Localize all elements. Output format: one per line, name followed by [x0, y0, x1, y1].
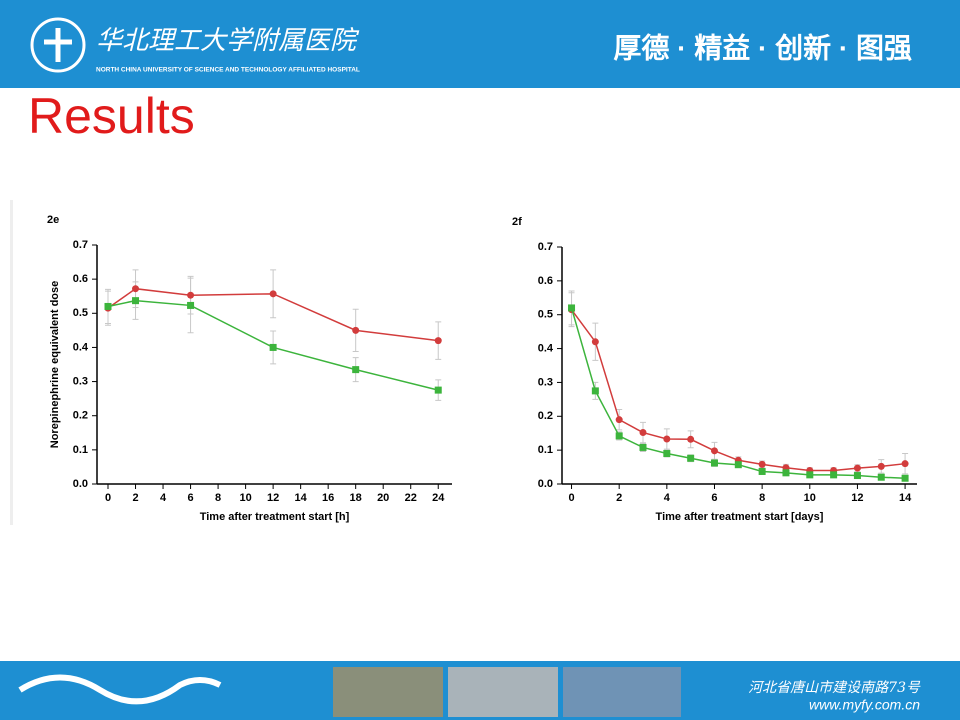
y-tick-label: 0.1	[73, 444, 88, 456]
marker	[187, 291, 195, 299]
y-tick-label: 0.4	[73, 341, 89, 353]
marker	[132, 297, 140, 305]
x-tick-label: 20	[377, 492, 389, 504]
x-tick-label: 10	[804, 492, 816, 504]
y-tick-label: 0.1	[538, 444, 553, 456]
y-tick-label: 0.2	[538, 410, 553, 422]
y-tick-label: 0.5	[73, 307, 88, 319]
marker	[104, 302, 112, 310]
chart-label: 2e	[47, 214, 59, 226]
x-tick-label: 4	[664, 492, 671, 504]
y-tick-label: 0.3	[538, 376, 553, 388]
y-tick-label: 0.2	[73, 410, 88, 422]
x-axis-label: Time after treatment start [h]	[200, 511, 350, 523]
marker	[901, 474, 909, 482]
marker	[132, 285, 140, 293]
logo-cross	[44, 28, 72, 62]
image-edge	[10, 200, 13, 525]
marker	[734, 461, 742, 469]
x-tick-label: 14	[899, 492, 912, 504]
footer-address: 河北省唐山市建设南路73号	[748, 680, 921, 696]
x-tick-label: 6	[711, 492, 717, 504]
slide-title: Results	[28, 88, 195, 144]
x-tick-label: 0	[568, 492, 574, 504]
x-tick-label: 12	[267, 492, 279, 504]
marker	[352, 366, 360, 374]
marker	[687, 454, 695, 462]
marker	[615, 416, 623, 424]
x-tick-label: 8	[759, 492, 765, 504]
x-tick-label: 18	[350, 492, 362, 504]
x-tick-label: 14	[295, 492, 308, 504]
series-line	[107, 287, 439, 342]
footer-photo	[333, 667, 443, 717]
x-axis-label: Time after treatment start [days]	[656, 511, 824, 523]
footer-website: www.myfy.com.cn	[809, 697, 920, 713]
x-tick-label: 8	[215, 492, 221, 504]
x-tick-label: 6	[188, 492, 194, 504]
x-tick-label: 10	[239, 492, 251, 504]
marker	[830, 471, 838, 479]
marker	[687, 435, 695, 443]
x-tick-label: 2	[616, 492, 622, 504]
x-tick-label: 0	[105, 492, 111, 504]
y-tick-label: 0.0	[538, 478, 553, 490]
footer-photo	[448, 667, 558, 717]
marker	[901, 460, 909, 468]
marker	[877, 462, 885, 470]
marker	[352, 326, 360, 334]
y-tick-label: 0.0	[73, 478, 88, 490]
y-tick-label: 0.4	[538, 342, 554, 354]
marker	[434, 337, 442, 345]
header-band	[0, 0, 960, 88]
y-tick-label: 0.7	[538, 241, 553, 253]
chart-label: 2f	[512, 216, 522, 228]
marker	[615, 432, 623, 440]
marker	[853, 472, 861, 480]
logo	[30, 17, 86, 73]
footer-photo	[563, 667, 681, 717]
x-tick-label: 2	[132, 492, 138, 504]
marker	[434, 386, 442, 394]
x-tick-label: 12	[851, 492, 863, 504]
y-tick-label: 0.5	[538, 309, 553, 321]
marker	[710, 459, 718, 467]
marker	[591, 338, 599, 346]
x-tick-label: 16	[322, 492, 334, 504]
marker	[663, 450, 671, 458]
slogan: 厚德 · 精益 · 创新 · 图强	[613, 32, 912, 63]
y-tick-label: 0.6	[73, 273, 88, 285]
series-line	[107, 299, 439, 391]
y-tick-label: 0.7	[73, 239, 88, 251]
marker	[269, 290, 277, 298]
marker	[782, 469, 790, 477]
marker	[269, 343, 277, 351]
footer-ornament	[18, 674, 222, 705]
y-axis-label: Norepinephrine equivalent dose	[49, 281, 61, 448]
marker	[568, 304, 576, 312]
marker	[758, 467, 766, 475]
marker	[187, 301, 195, 309]
marker	[639, 443, 647, 451]
marker	[877, 473, 885, 481]
marker	[710, 447, 718, 455]
marker	[591, 387, 599, 395]
hospital-name-en: NORTH CHINA UNIVERSITY OF SCIENCE AND TE…	[96, 67, 360, 74]
marker	[663, 435, 671, 443]
y-tick-label: 0.6	[538, 275, 553, 287]
x-tick-label: 22	[405, 492, 417, 504]
x-tick-label: 4	[160, 492, 167, 504]
y-tick-label: 0.3	[73, 375, 88, 387]
marker	[853, 464, 861, 472]
hospital-name: 华北理工大学附属医院	[96, 26, 360, 56]
x-tick-label: 24	[432, 492, 445, 504]
marker	[806, 471, 814, 479]
marker	[639, 429, 647, 437]
marker	[758, 460, 766, 468]
